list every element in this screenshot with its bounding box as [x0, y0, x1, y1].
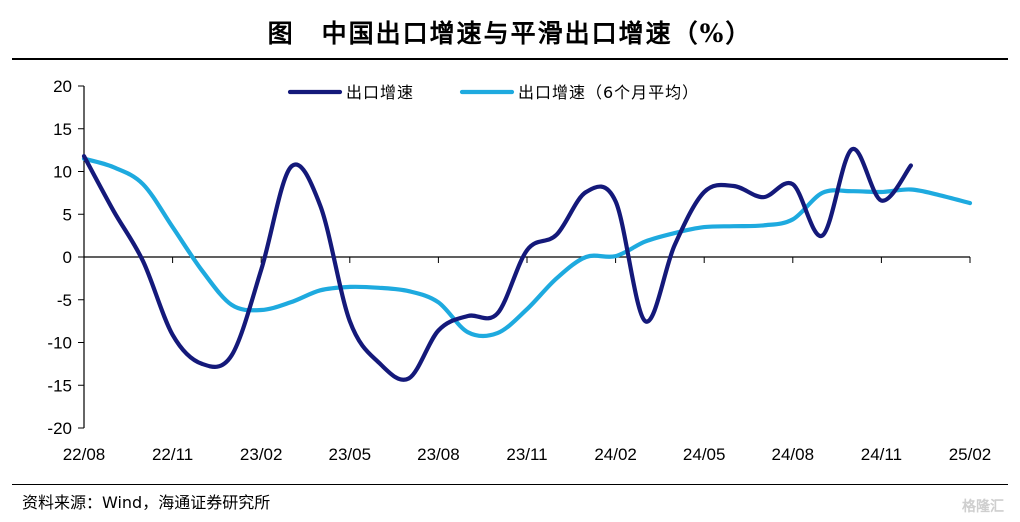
y-tick-label: -20 — [47, 419, 72, 438]
chart-title: 图 中国出口增速与平滑出口增速（%） — [267, 19, 753, 48]
x-tick-label: 22/11 — [152, 445, 193, 464]
series-line-export-growth-6m-avg — [81, 156, 973, 339]
x-tick-label: 22/08 — [63, 445, 106, 464]
legend-item-export-growth: 出口增速 — [346, 83, 414, 102]
y-tick-labels: 20 15 10 5 0 -5 -10 -15 -20 — [47, 77, 72, 438]
y-tick-label: 20 — [53, 77, 72, 96]
x-tick-label: 25/02 — [949, 445, 992, 464]
x-tick-label: 24/05 — [683, 445, 726, 464]
chart-axes — [78, 85, 971, 429]
y-tick-label: 0 — [63, 248, 72, 267]
watermark: 格隆汇 — [962, 499, 1004, 515]
line-chart: 20 15 10 5 0 -5 -10 -15 -20 22/08 22/11 23/02 23/05… — [47, 77, 992, 464]
series-layer — [81, 147, 973, 382]
x-tick-label: 23/11 — [506, 445, 547, 464]
x-tick-label: 23/08 — [417, 445, 460, 464]
y-tick-label: 5 — [63, 205, 72, 224]
title-divider — [12, 58, 1008, 60]
y-tick-label: 15 — [53, 120, 72, 139]
legend-item-export-growth-6m-avg: 出口增速（6个月平均） — [518, 83, 699, 102]
y-tick-label: -5 — [57, 291, 72, 310]
x-tick-label: 24/11 — [861, 445, 902, 464]
y-tick-label: -15 — [47, 376, 72, 395]
series-line-export-growth — [81, 147, 913, 382]
bottom-divider — [12, 484, 1008, 485]
y-tick-label: -10 — [47, 334, 72, 353]
x-tick-label: 24/08 — [772, 445, 815, 464]
x-tick-labels: 22/08 22/11 23/02 23/05 23/08 23/11 24/02 24/05… — [63, 445, 992, 464]
x-tick-label: 24/02 — [594, 445, 637, 464]
y-tick-label: 10 — [53, 163, 72, 182]
legend: 出口增速 出口增速（6个月平均） — [287, 83, 699, 102]
title-bar: 图 中国出口增速与平滑出口增速（%） — [0, 0, 1020, 64]
x-tick-label: 23/02 — [240, 445, 283, 464]
source-note: 资料来源：Wind，海通证券研究所 — [22, 493, 271, 512]
x-tick-label: 23/05 — [329, 445, 372, 464]
